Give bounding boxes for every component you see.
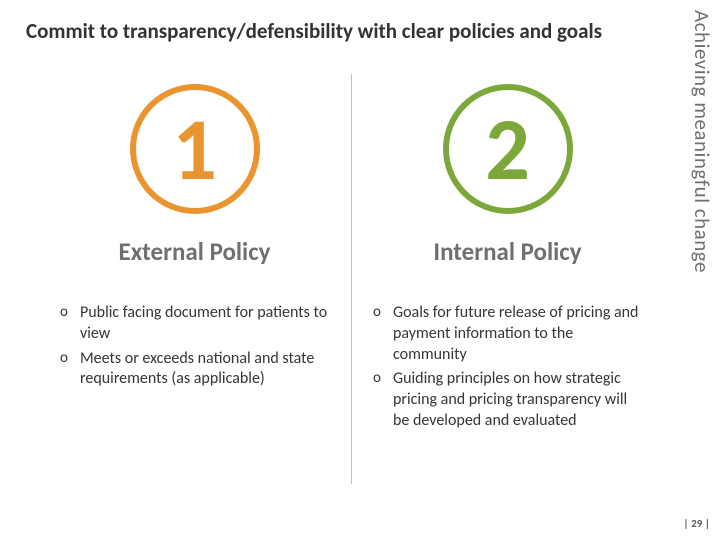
bullet-list-right: Goals for future release of pricing and … xyxy=(373,303,642,436)
circle-number-1: 1 xyxy=(130,84,260,214)
column-heading-right: Internal Policy xyxy=(433,236,581,267)
slide: Commit to transparency/defensibility wit… xyxy=(0,0,720,540)
column-left: 1 External Policy Public facing document… xyxy=(38,74,351,436)
list-item: Public facing document for patients to v… xyxy=(60,303,329,345)
list-item: Meets or exceeds national and state requ… xyxy=(60,349,329,391)
sidebar-label: Achieving meaningful change xyxy=(689,10,715,273)
circle-number-2: 2 xyxy=(443,84,573,214)
column-right: 2 Internal Policy Goals for future relea… xyxy=(351,74,664,436)
page-number: | 29 | xyxy=(683,517,710,530)
slide-title: Commit to transparency/defensibility wit… xyxy=(18,18,684,44)
columns-container: 1 External Policy Public facing document… xyxy=(18,74,684,436)
list-item: Guiding principles on how strategic pric… xyxy=(373,369,642,431)
list-item: Goals for future release of pricing and … xyxy=(373,303,642,365)
bullet-list-left: Public facing document for patients to v… xyxy=(60,303,329,394)
column-divider xyxy=(351,74,352,484)
column-heading-left: External Policy xyxy=(119,236,271,267)
